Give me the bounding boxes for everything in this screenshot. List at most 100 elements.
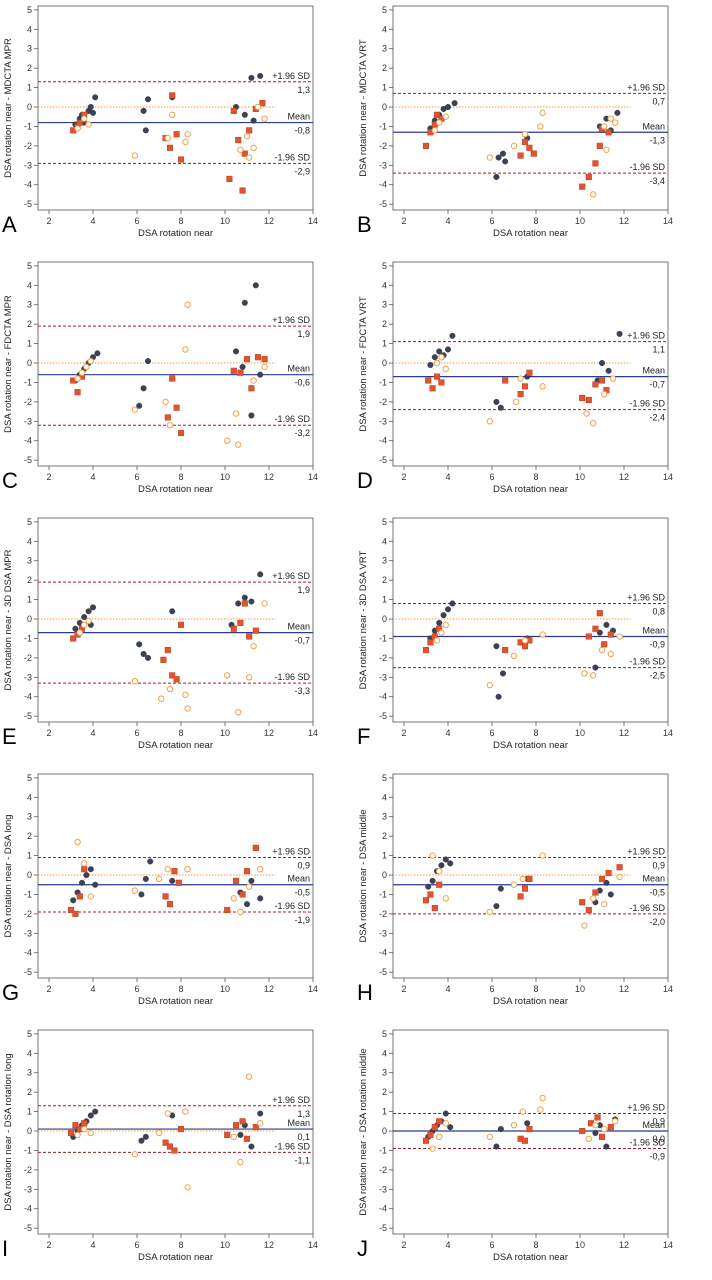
data-point-open-circle (539, 109, 546, 117)
lower-limit-label: -1.96 SD (629, 657, 665, 667)
y-tick-label: -2 (379, 909, 387, 919)
data-point-open-circle (182, 1108, 189, 1115)
plot-frame (37, 773, 314, 979)
lower-limit-label: -1.96 SD (274, 672, 310, 682)
upper-limit-label: +1.96 SD (627, 331, 665, 341)
data-point-filled-circle (599, 360, 606, 367)
data-point-open-circle (81, 1125, 88, 1133)
data-point-open-circle (74, 125, 81, 132)
y-tick-label: -3 (379, 416, 387, 426)
data-point-square (521, 383, 529, 390)
data-point-square (239, 1118, 246, 1125)
data-point-filled-circle (438, 862, 445, 869)
x-axis-title: DSA rotation near (138, 996, 213, 1007)
data-point-square (74, 389, 81, 396)
data-point-filled-circle (431, 354, 438, 361)
y-tick-label: 1 (27, 595, 32, 605)
data-point-open-circle (166, 685, 174, 693)
y-axis-title: DSA rotation near - FDCTA VRT (358, 296, 369, 432)
data-point-square (517, 152, 524, 159)
y-tick-label: -2 (24, 653, 32, 663)
data-point-open-circle (486, 1133, 493, 1141)
upper-limit-label: +1.96 SD (627, 592, 665, 602)
data-point-square (160, 656, 167, 663)
data-point-open-circle (182, 138, 189, 146)
lower-limit-value: -2,0 (649, 917, 665, 927)
x-tick-label: 10 (220, 1240, 230, 1250)
y-tick-label: 1 (27, 339, 32, 349)
x-tick-label: 10 (220, 728, 230, 738)
y-tick-label: 1 (27, 1107, 32, 1117)
data-point-open-circle (232, 410, 240, 417)
y-axis-title: DSA rotation near - 3D DSA MPR (3, 549, 14, 690)
y-tick-label: 3 (382, 300, 387, 310)
data-point-square (171, 868, 178, 875)
data-point-open-circle (510, 142, 518, 150)
x-tick-label: 8 (178, 472, 183, 482)
data-point-filled-circle (445, 104, 452, 111)
y-tick-label: 4 (382, 1048, 387, 1058)
data-point-square (521, 885, 529, 892)
y-tick-label: 5 (27, 517, 32, 527)
x-tick-label: 2 (46, 728, 51, 738)
panel-letter: A (2, 212, 17, 237)
data-point-square (166, 1143, 174, 1150)
data-point-filled-circle (495, 693, 502, 700)
y-tick-label: 3 (27, 1068, 32, 1078)
data-point-open-circle (510, 881, 518, 888)
y-tick-label: 2 (382, 831, 387, 841)
data-point-open-circle (85, 121, 92, 128)
data-point-filled-circle (248, 877, 255, 884)
data-point-open-circle (585, 1135, 592, 1143)
data-point-square (579, 394, 586, 402)
data-point-open-circle (438, 354, 445, 361)
y-tick-label: -4 (24, 180, 32, 190)
data-point-open-circle (74, 838, 81, 846)
data-point-filled-circle (451, 100, 458, 107)
x-tick-label: 10 (575, 472, 585, 482)
x-tick-label: 10 (220, 216, 230, 226)
plot-frame (37, 1029, 314, 1235)
y-tick-label: -5 (24, 455, 32, 465)
y-tick-label: -4 (24, 1204, 32, 1214)
data-point-open-circle (162, 398, 169, 406)
mean-label: Mean (642, 121, 665, 131)
data-point-square (422, 897, 430, 904)
data-point-filled-circle (235, 600, 242, 607)
data-point-filled-circle (248, 74, 255, 81)
data-point-filled-circle (257, 1110, 264, 1117)
y-tick-label: 0 (382, 358, 387, 368)
data-point-open-circle (243, 132, 251, 140)
data-point-square (76, 893, 83, 900)
plot-frame (392, 517, 669, 723)
y-tick-label: -5 (24, 711, 32, 721)
data-point-open-circle (235, 709, 242, 716)
data-point-filled-circle (497, 1126, 504, 1133)
x-tick-label: 8 (533, 472, 538, 482)
data-point-filled-circle (500, 150, 507, 157)
y-tick-label: -1 (379, 633, 387, 643)
data-point-filled-circle (614, 109, 621, 116)
data-point-square (81, 1120, 88, 1127)
data-point-filled-circle (440, 612, 447, 619)
y-tick-label: 1 (382, 595, 387, 605)
y-axis-title: DSA rotation near - DSA long (3, 814, 14, 937)
upper-limit-value: 0,8 (652, 606, 665, 616)
data-point-open-circle (224, 437, 231, 444)
data-point-square (166, 144, 174, 151)
y-tick-label: -2 (379, 653, 387, 663)
mean-label: Mean (287, 112, 310, 122)
data-point-open-circle (131, 406, 139, 413)
data-point-square (422, 142, 430, 149)
data-point-square (70, 635, 77, 642)
lower-limit-value: -3,3 (294, 686, 310, 696)
data-point-square (579, 899, 586, 906)
x-tick-label: 4 (445, 984, 450, 994)
y-tick-label: -5 (379, 967, 387, 977)
upper-limit-label: +1.96 SD (272, 847, 310, 857)
data-point-filled-circle (92, 881, 99, 888)
mean-value: 0,1 (297, 1132, 310, 1142)
x-tick-label: 12 (619, 216, 629, 226)
